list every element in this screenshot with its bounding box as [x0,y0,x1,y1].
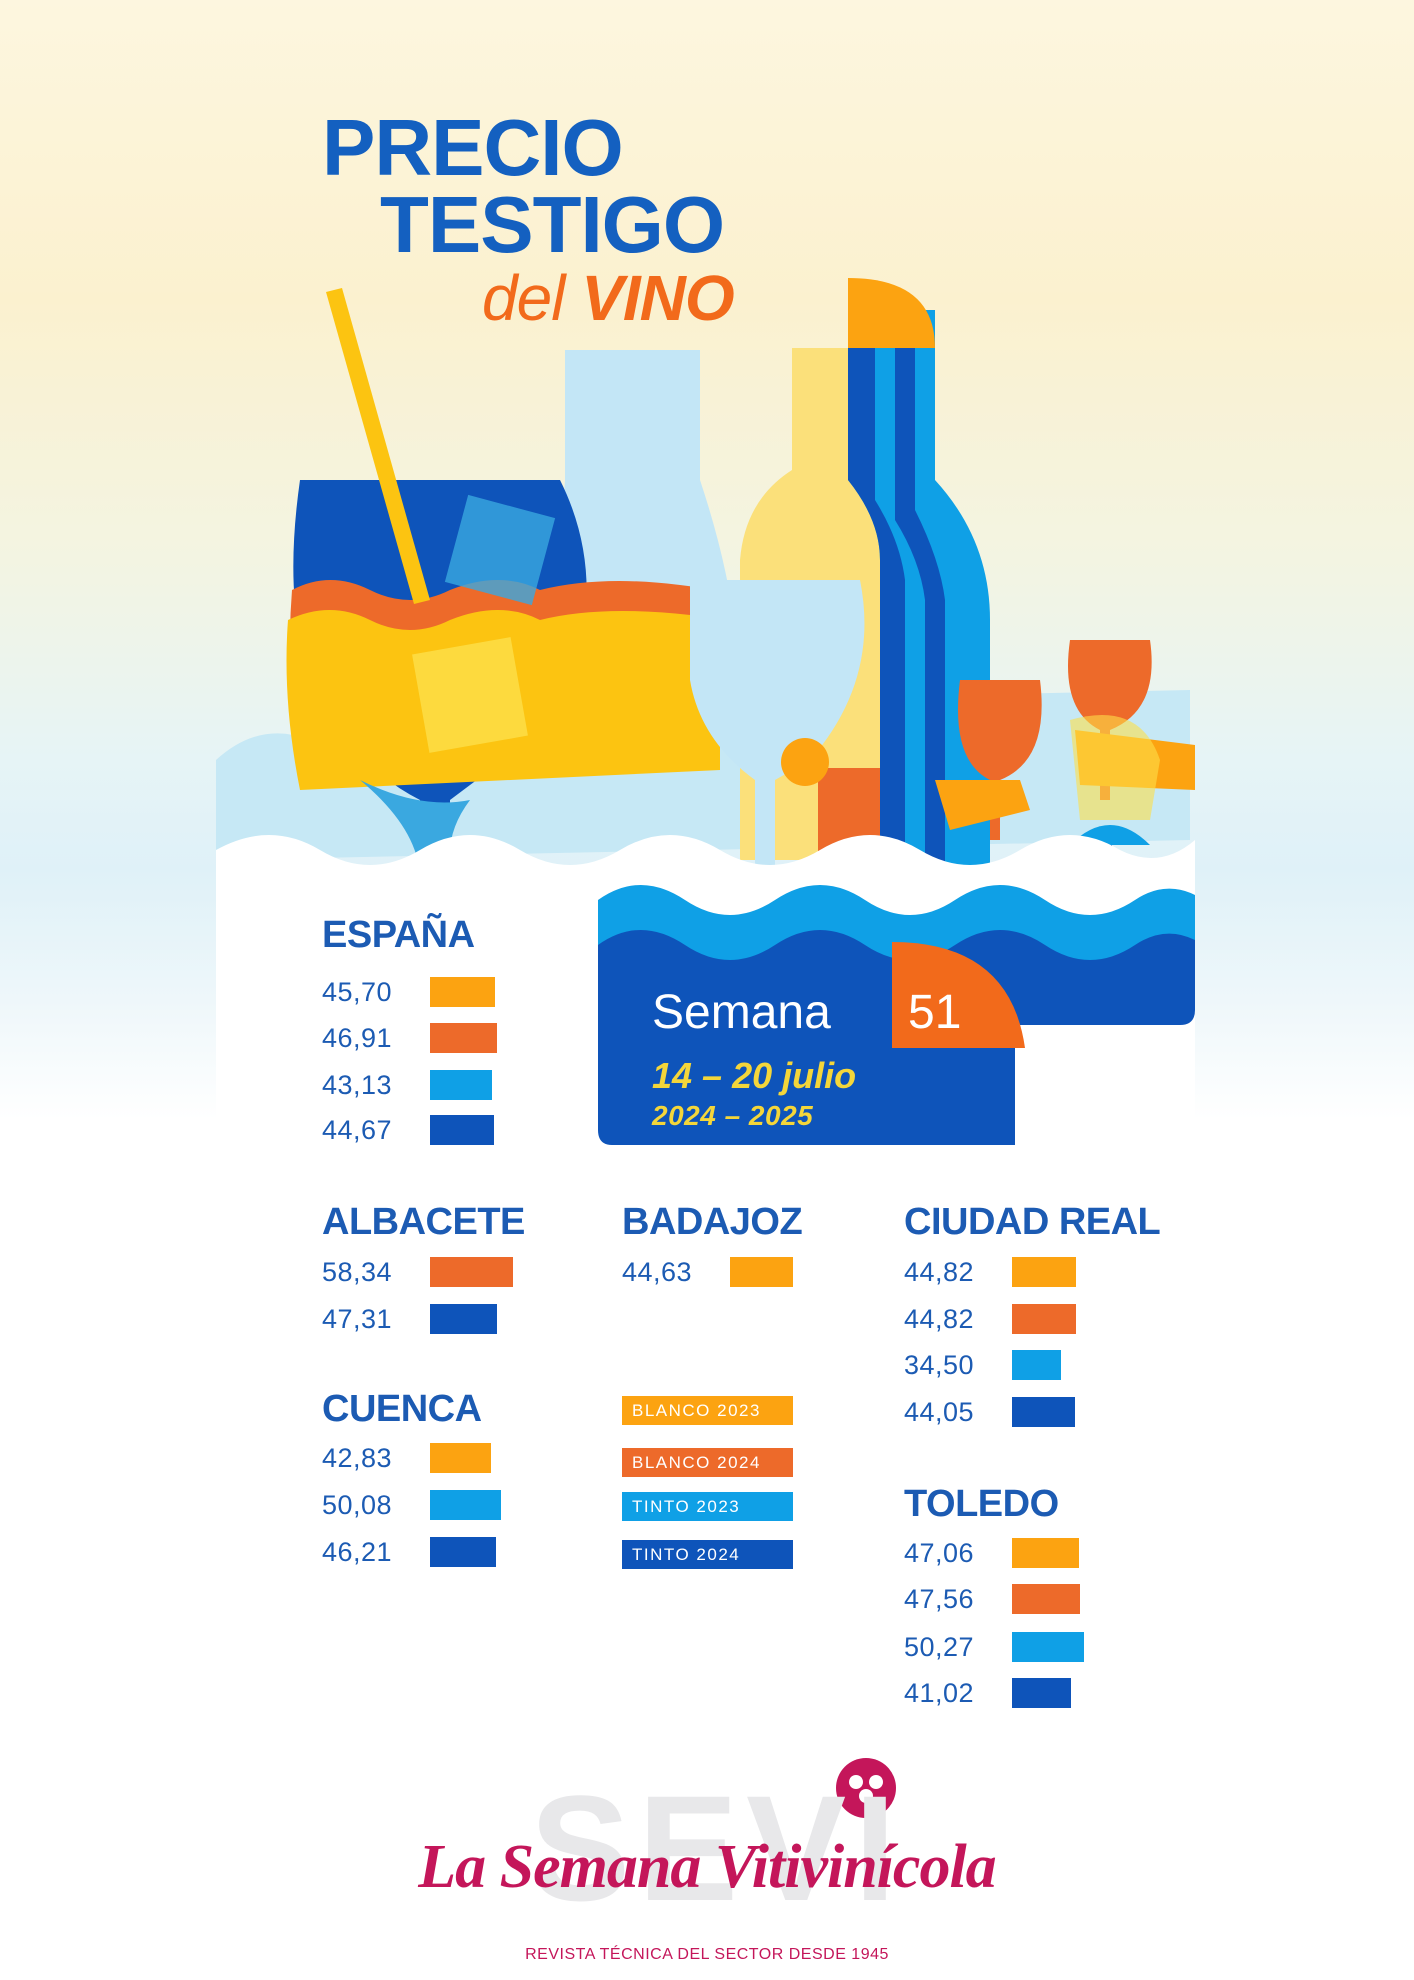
price-row: 44,63 [622,1257,793,1287]
price-bar-blanco-2023 [1012,1538,1079,1568]
price-bar-blanco-2023 [430,977,495,1007]
price-bar-tinto-2023 [1012,1350,1061,1380]
legend-tinto-2024: TINTO 2024 [622,1540,793,1569]
grape-logo [836,1758,896,1818]
sevi-logo-text: SEVI [530,1764,904,1932]
price-bar-tinto-2023 [430,1490,501,1520]
region-title-badajoz: BADAJOZ [622,1201,803,1243]
price-row: 34,50 [904,1350,1061,1380]
week-season: 2024 – 2025 [652,1100,814,1131]
price-bar-tinto-2024 [430,1537,496,1567]
price-value: 50,08 [322,1489,393,1520]
price-value: 44,82 [904,1303,975,1334]
price-bar-blanco-2024 [1012,1304,1076,1334]
price-bar-tinto-2023 [1012,1632,1084,1662]
title-vino: VINO [581,262,734,334]
price-bar-tinto-2024 [430,1304,497,1334]
price-value: 44,82 [904,1256,975,1287]
price-row: 42,83 [322,1443,491,1473]
price-value: 43,13 [322,1069,393,1100]
price-bar-blanco-2024 [430,1023,497,1053]
price-bar-blanco-2024 [1012,1584,1080,1614]
price-row: 46,21 [322,1537,496,1567]
price-value: 34,50 [904,1349,975,1380]
price-value: 44,63 [622,1256,693,1287]
price-row: 47,06 [904,1538,1079,1568]
price-row: 44,67 [322,1115,494,1145]
price-bar-tinto-2023 [430,1070,492,1100]
title-line-1: PRECIO [322,103,624,192]
price-value: 58,34 [322,1256,393,1287]
price-row: 43,13 [322,1070,492,1100]
title-line-3: del VINO [482,262,735,334]
week-number: 51 [908,986,962,1039]
price-value: 46,21 [322,1536,393,1567]
price-bar-blanco-2023 [1012,1257,1076,1287]
bottle-cap-shape [848,278,935,348]
region-title-albacete: ALBACETE [322,1201,525,1243]
legend-tinto-2023: TINTO 2023 [622,1492,793,1521]
week-number-tab [892,942,1025,1048]
price-bar-tinto-2024 [1012,1397,1075,1427]
ice-cube [444,494,556,606]
legend-blanco-2024: BLANCO 2024 [622,1448,793,1477]
price-row: 46,91 [322,1023,497,1053]
price-value: 44,67 [322,1114,393,1145]
second-glass [690,580,865,880]
price-value: 47,56 [904,1583,975,1614]
price-row: 58,34 [322,1257,513,1287]
title-del: del [482,262,565,334]
price-row: 44,05 [904,1397,1075,1427]
legend-blanco-2023: BLANCO 2023 [622,1396,793,1425]
week-label: Semana [652,986,831,1039]
price-row: 44,82 [904,1304,1076,1334]
brand-tagline: REVISTA TÉCNICA DEL SECTOR DESDE 1945 [525,1946,889,1963]
title-line-2: TESTIGO [380,180,725,269]
price-row: 50,08 [322,1490,501,1520]
price-bar-tinto-2024 [1012,1678,1071,1708]
price-value: 42,83 [322,1442,393,1473]
price-bar-blanco-2024 [430,1257,513,1287]
price-row: 41,02 [904,1678,1071,1708]
price-bar-tinto-2024 [430,1115,494,1145]
price-bar-blanco-2023 [730,1257,793,1287]
price-value: 47,31 [322,1303,393,1334]
region-title-cuenca: CUENCA [322,1388,482,1430]
price-value: 45,70 [322,976,393,1007]
price-value: 41,02 [904,1677,975,1708]
straw-shape [326,288,430,604]
price-value: 50,27 [904,1631,975,1662]
brand-name: La Semana Vitivinícola [418,1833,996,1901]
price-bar-blanco-2023 [430,1443,491,1473]
price-row: 50,27 [904,1632,1084,1662]
region-title-espana: ESPAÑA [322,914,475,956]
region-title-ciudad-real: CIUDAD REAL [904,1201,1161,1243]
week-dates: 14 – 20 julio [652,1055,857,1096]
price-value: 46,91 [322,1022,393,1053]
orange-glass-1 [958,680,1042,840]
price-row: 44,82 [904,1257,1076,1287]
price-value: 44,05 [904,1396,975,1427]
price-row: 47,56 [904,1584,1080,1614]
region-title-toledo: TOLEDO [904,1483,1059,1525]
price-value: 47,06 [904,1537,975,1568]
price-row: 47,31 [322,1304,497,1334]
price-row: 45,70 [322,977,495,1007]
